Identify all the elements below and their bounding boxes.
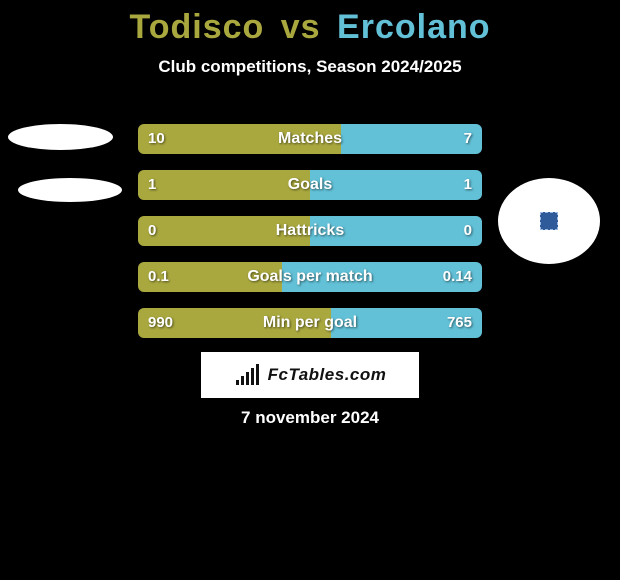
- right-team-badge-placeholder-icon: [540, 212, 558, 230]
- page-title: Todisco vs Ercolano: [0, 0, 620, 47]
- title-player2: Ercolano: [337, 8, 490, 46]
- stat-label: Matches: [138, 124, 482, 154]
- title-player1: Todisco: [129, 8, 264, 46]
- right-team-badge: [498, 178, 600, 264]
- stat-row: 0.10.14Goals per match: [138, 262, 482, 292]
- date-text: 7 november 2024: [0, 408, 620, 428]
- left-team-badge-small: [18, 178, 122, 202]
- left-team-badge-top: [8, 124, 113, 150]
- title-vs: vs: [281, 8, 321, 46]
- bars-chart-icon: [234, 363, 262, 387]
- stat-row: 107Matches: [138, 124, 482, 154]
- stats-bars: 107Matches 11Goals 00Hattricks 0.10.14Goals…: [138, 124, 482, 354]
- stat-row: 00Hattricks: [138, 216, 482, 246]
- fctables-branding: FcTables.com: [201, 352, 419, 398]
- stat-label: Hattricks: [138, 216, 482, 246]
- stat-row: 990765Min per goal: [138, 308, 482, 338]
- stat-label: Goals per match: [138, 262, 482, 292]
- stat-label: Min per goal: [138, 308, 482, 338]
- fctables-label: FcTables.com: [268, 365, 387, 385]
- stat-label: Goals: [138, 170, 482, 200]
- subtitle: Club competitions, Season 2024/2025: [0, 57, 620, 77]
- stat-row: 11Goals: [138, 170, 482, 200]
